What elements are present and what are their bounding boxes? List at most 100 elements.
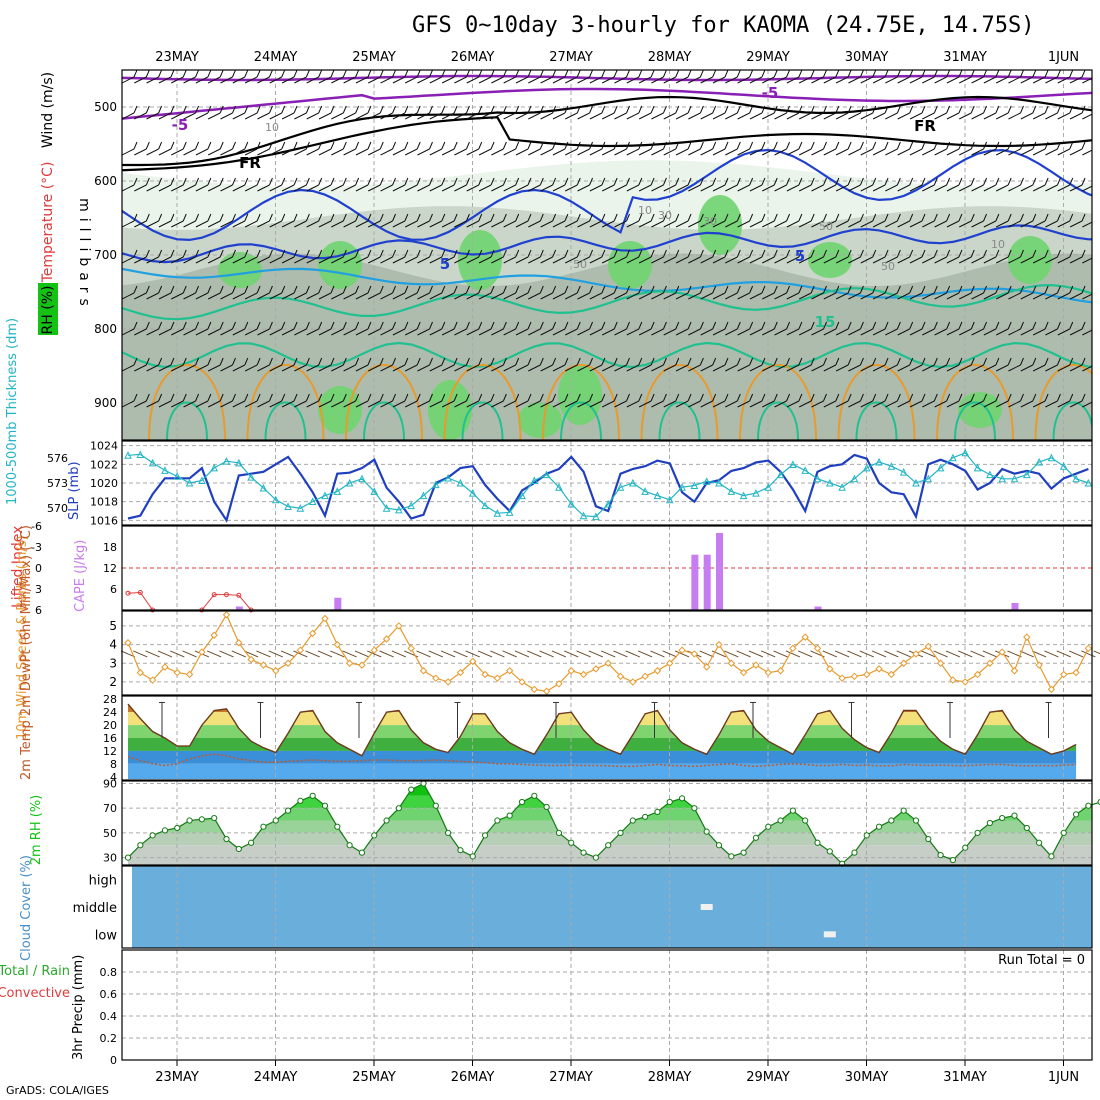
wind-barb-tick [429,213,433,222]
wind-barb-tick [158,285,163,294]
wind-barb [478,400,492,408]
wind-barb-tick [958,141,963,150]
surface-wind-barb [834,650,850,658]
wind-barb [343,364,356,372]
wind-barb [700,292,713,300]
wind-barb-tick [1094,250,1097,257]
wind-barb [552,148,566,156]
rh-point [974,829,981,836]
wind-barb [922,328,935,336]
wind-barb [331,256,344,264]
surface-wind-barb [551,650,567,658]
wind-barb [318,148,332,156]
cape-bar [703,554,711,610]
wind-barb [934,184,947,192]
wind-barb-tick [453,393,458,402]
wind-speed-point [542,687,551,695]
wind-barb [515,256,529,264]
wind-barb [762,184,775,192]
wind-barb-tick [465,285,470,294]
wind-barb-tick [539,70,544,78]
thickness-point [875,457,883,466]
surface-wind-barb [1031,650,1047,658]
wind-barb [1082,113,1092,120]
thickness-point [198,476,206,484]
wind-barb-tick [638,357,643,366]
wind-barb-tick [1020,285,1024,294]
thickness-point [592,512,600,521]
wind-barb [552,292,566,300]
wind-barb-tick [810,393,815,402]
wind-barb [959,76,972,84]
wind-barb-tick [1020,357,1024,366]
cape-bar [716,533,723,610]
wind-barb [786,400,800,408]
cloud-axis-title: Cloud Cover (%) [19,855,34,961]
wind-barb [441,184,455,192]
wind-barb-tick [872,285,877,294]
wind-barb-tick [958,249,963,258]
wind-barb [528,220,541,228]
wind-barb [712,256,726,264]
wind-barb-tick [601,285,606,294]
wind-barb-tick [983,213,988,222]
wind-barb [429,328,443,336]
wind-barb-tick [724,393,729,402]
isotherm-label: FR [239,154,261,172]
wind-barb-tick [355,393,360,402]
wind-barb-tick [416,141,421,150]
wind-barb [195,364,209,372]
wind-barb [158,292,172,300]
wind-barb-tick [761,321,766,330]
wind-barb [515,112,529,120]
wind-barb [811,292,824,300]
wind-barb-tick [699,141,704,150]
wind-barb [971,328,984,336]
wind-barb-tick [1044,141,1049,150]
wind-barb-tick [724,357,729,366]
wind-barb-tick [835,285,840,294]
rh-point [568,839,575,846]
warm-arc-inner [461,401,504,440]
wind-barb [552,364,566,372]
thickness-point [838,483,846,491]
wind-barb [528,292,541,300]
wind-barb-tick [244,105,249,114]
wind-barb-tick [1020,70,1024,78]
wind-barb [959,292,972,300]
wind-barb [355,148,369,156]
wind-barb-tick [675,285,680,294]
wind-barb-tick [490,357,495,366]
thickness-point [924,474,933,483]
wind-barb [860,184,873,192]
rh-point [629,817,636,824]
rh-point [223,835,230,843]
wind-barb-tick [958,393,963,402]
wind-barb-tick [1069,357,1074,366]
wind-barb-tick [478,393,483,402]
wind-barb-tick [527,285,532,294]
thickness-point [789,460,797,469]
wind-barb [589,364,603,372]
wind-barb-tick [995,141,1000,150]
wind-barb-tick [1094,178,1097,185]
rh-point [925,835,932,843]
wind-barb-tick [1044,393,1049,402]
precip-tick: 0.8 [100,966,118,979]
surface-wind-barb [564,650,579,658]
wind-barb-tick [810,177,815,186]
wind-barb-tick [921,105,926,114]
wind-barb-tick [626,141,630,150]
wind-barb [872,364,886,372]
wind-barb [688,256,701,264]
wind-barb-tick [970,70,975,78]
wind-barb-tick [330,249,335,258]
wind-barb [798,220,812,228]
wind-barb [577,292,590,300]
wind-barb [614,76,627,84]
wind-barb-tick [453,357,458,366]
wind-barb-tick [158,213,163,222]
wind-barb-tick [847,177,852,186]
wind-barb [897,112,910,120]
wind-barb [565,328,578,336]
